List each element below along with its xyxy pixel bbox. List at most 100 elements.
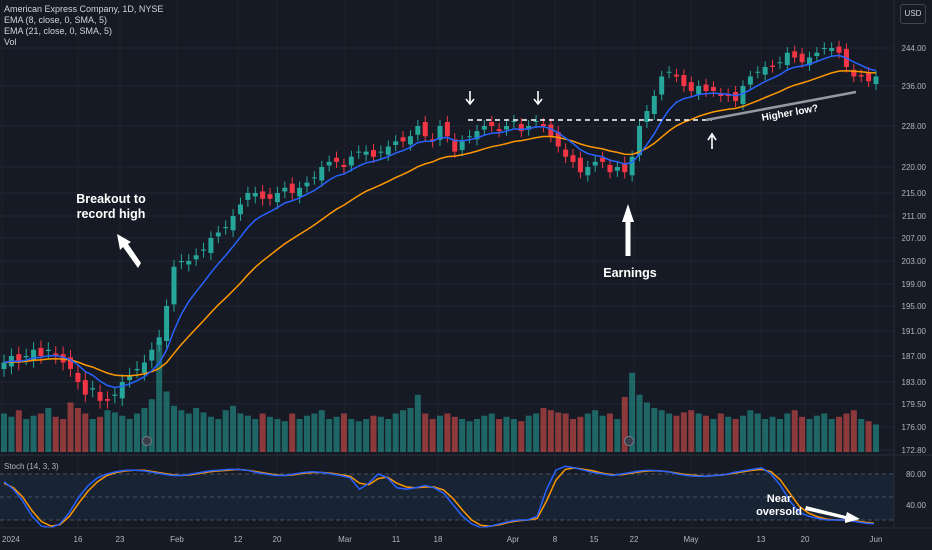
price-tick-label: 220.00	[902, 163, 927, 172]
candle-body	[245, 193, 251, 200]
volume-bar	[437, 415, 443, 452]
volume-bar	[311, 413, 318, 452]
candle-body	[304, 182, 310, 187]
volume-bar	[178, 410, 185, 452]
volume-bar	[636, 394, 643, 452]
candle-body	[230, 216, 236, 231]
volume-bar	[348, 419, 355, 452]
volume-bar	[806, 419, 813, 452]
volume-bar	[865, 421, 872, 452]
candle-body	[297, 187, 303, 197]
volume-bar	[570, 419, 577, 452]
candle-body	[363, 151, 369, 155]
candle-body	[193, 255, 199, 260]
candle-body	[511, 121, 517, 122]
candle-body	[38, 347, 44, 356]
candle-body	[127, 375, 133, 381]
volume-bar	[503, 416, 510, 452]
candle-body	[385, 146, 391, 155]
candle-body	[755, 71, 761, 73]
volume-bar	[451, 416, 458, 452]
volume-bar	[60, 419, 67, 452]
volume-bar	[126, 419, 133, 452]
candle-body	[60, 354, 66, 363]
volume-bar	[215, 419, 222, 452]
volume-bar	[739, 415, 746, 452]
volume-bar	[363, 419, 370, 452]
volume-bar	[791, 410, 798, 452]
price-tick-label: 199.00	[902, 280, 927, 289]
date-tick-label: 11	[392, 535, 401, 544]
volume-bar	[289, 413, 296, 452]
volume-bar	[533, 413, 540, 452]
volume-bar	[259, 413, 266, 452]
candle-body	[858, 75, 864, 77]
candle-body	[334, 157, 340, 162]
candle-body	[274, 193, 280, 203]
date-tick-label: 8	[553, 535, 558, 544]
candle-body	[311, 177, 317, 179]
volume-bar	[37, 413, 44, 452]
candle-body	[725, 94, 731, 96]
volume-bar	[156, 342, 163, 452]
candle-body	[644, 111, 650, 122]
candle-body	[659, 76, 665, 95]
volume-bar	[326, 419, 333, 452]
candle-body	[348, 156, 354, 166]
volume-bar	[355, 421, 362, 452]
volume-bar	[584, 413, 591, 452]
candle-body	[821, 48, 827, 49]
candle-body	[156, 337, 162, 345]
volume-bar	[163, 391, 170, 452]
date-tick-label: 2024	[2, 535, 20, 544]
candle-body	[592, 161, 598, 166]
candle-body	[570, 155, 576, 162]
higher-low-trendline	[705, 90, 857, 122]
candle-body	[370, 150, 376, 157]
candle-body	[629, 156, 635, 176]
volume-bar	[813, 415, 820, 452]
candle-body	[710, 87, 716, 91]
breakout-arrow-icon	[117, 234, 141, 268]
volume-bar	[407, 408, 414, 452]
volume-bar	[518, 421, 525, 452]
candle-body	[696, 86, 702, 94]
candle-body	[82, 380, 88, 395]
volume-bar	[82, 413, 89, 452]
volume-bar	[267, 416, 274, 452]
date-tick-label: 23	[116, 535, 125, 544]
volume-bar	[333, 416, 340, 452]
candle-body	[237, 204, 243, 215]
price-tick-label: 207.00	[902, 234, 927, 243]
price-tick-label: 244.00	[902, 44, 927, 53]
volume-bar	[858, 419, 865, 452]
price-tick-label: 179.50	[902, 400, 927, 409]
earnings-marker-icon	[624, 436, 634, 446]
currency-button[interactable]: USD	[900, 4, 926, 24]
candle-body	[164, 306, 170, 341]
volume-bar	[629, 372, 636, 452]
candle-body	[718, 94, 724, 96]
volume-bar	[193, 408, 200, 452]
candle-body	[474, 131, 480, 140]
volume-bar	[222, 410, 229, 452]
price-tick-label: 183.00	[902, 378, 927, 387]
candle-body	[16, 354, 22, 363]
candle-body	[688, 82, 694, 91]
volume-bar	[784, 413, 791, 452]
volume-bar	[651, 408, 658, 452]
volume-bar	[340, 413, 347, 452]
volume-bar	[717, 413, 724, 452]
candle-body	[149, 349, 155, 361]
candle-body	[607, 164, 613, 173]
volume-bar	[473, 419, 480, 452]
date-tick-label: Jun	[870, 535, 883, 544]
candle-body	[666, 71, 672, 73]
annotation-near-oversold: Near oversold	[746, 493, 812, 519]
volume-bar	[510, 419, 517, 452]
volume-bar	[141, 408, 148, 452]
candle-body	[23, 356, 29, 358]
candle-body	[637, 126, 643, 156]
legend-volume: Vol	[4, 37, 17, 47]
